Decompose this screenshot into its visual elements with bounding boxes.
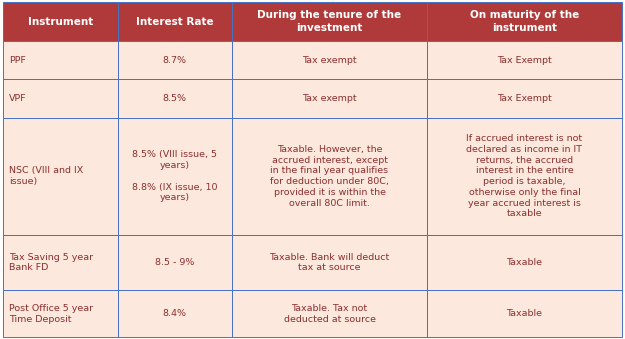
Text: Tax exempt: Tax exempt (302, 94, 357, 103)
Text: On maturity of the
instrument: On maturity of the instrument (470, 10, 579, 33)
Text: Taxable. Tax not
deducted at source: Taxable. Tax not deducted at source (284, 304, 376, 323)
Bar (3, 118, 118, 235)
Text: Tax Exempt: Tax Exempt (497, 56, 552, 65)
Bar (118, 80, 232, 118)
Bar (232, 2, 427, 41)
Bar (427, 290, 622, 337)
Bar (427, 2, 622, 41)
Bar (3, 41, 118, 80)
Bar (232, 235, 427, 290)
Bar (3, 80, 118, 118)
Text: Taxable. Bank will deduct
tax at source: Taxable. Bank will deduct tax at source (269, 253, 389, 273)
Bar (427, 118, 622, 235)
Text: Tax Exempt: Tax Exempt (497, 94, 552, 103)
Bar (427, 80, 622, 118)
Text: Interest Rate: Interest Rate (136, 17, 214, 26)
Text: NSC (VIII and IX
issue): NSC (VIII and IX issue) (9, 166, 84, 186)
Bar (427, 41, 622, 80)
Text: 8.7%: 8.7% (163, 56, 187, 65)
Text: 8.4%: 8.4% (163, 309, 187, 318)
Bar (3, 2, 118, 41)
Bar (232, 80, 427, 118)
Text: Tax Saving 5 year
Bank FD: Tax Saving 5 year Bank FD (9, 253, 94, 273)
Text: Instrument: Instrument (28, 17, 93, 26)
Bar (118, 235, 232, 290)
Bar (118, 41, 232, 80)
Text: Taxable: Taxable (506, 309, 542, 318)
Text: 8.5% (VIII issue, 5
years)

8.8% (IX issue, 10
years): 8.5% (VIII issue, 5 years) 8.8% (IX issu… (132, 151, 218, 202)
Text: 8.5 - 9%: 8.5 - 9% (155, 258, 194, 267)
Text: Taxable: Taxable (506, 258, 542, 267)
Text: VPF: VPF (9, 94, 27, 103)
Bar (118, 2, 232, 41)
Bar (3, 235, 118, 290)
Text: Post Office 5 year
Time Deposit: Post Office 5 year Time Deposit (9, 304, 94, 323)
Bar (232, 290, 427, 337)
Text: Tax exempt: Tax exempt (302, 56, 357, 65)
Bar (118, 118, 232, 235)
Bar (3, 290, 118, 337)
Text: PPF: PPF (9, 56, 26, 65)
Bar (232, 41, 427, 80)
Bar (118, 290, 232, 337)
Bar (427, 235, 622, 290)
Text: During the tenure of the
investment: During the tenure of the investment (258, 10, 402, 33)
Text: If accrued interest is not
declared as income in IT
returns, the accrued
interes: If accrued interest is not declared as i… (466, 134, 582, 219)
Text: Taxable. However, the
accrued interest, except
in the final year qualifies
for d: Taxable. However, the accrued interest, … (270, 145, 389, 208)
Bar (232, 118, 427, 235)
Text: 8.5%: 8.5% (163, 94, 187, 103)
